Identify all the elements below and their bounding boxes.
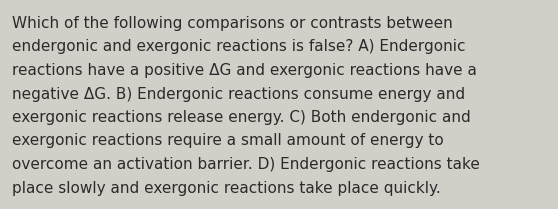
Text: negative ΔG. B) Endergonic reactions consume energy and: negative ΔG. B) Endergonic reactions con… (12, 87, 465, 102)
Text: exergonic reactions require a small amount of energy to: exergonic reactions require a small amou… (12, 134, 444, 149)
Text: place slowly and exergonic reactions take place quickly.: place slowly and exergonic reactions tak… (12, 181, 441, 195)
Text: endergonic and exergonic reactions is false? A) Endergonic: endergonic and exergonic reactions is fa… (12, 40, 465, 55)
Text: exergonic reactions release energy. C) Both endergonic and: exergonic reactions release energy. C) B… (12, 110, 471, 125)
Text: overcome an activation barrier. D) Endergonic reactions take: overcome an activation barrier. D) Ender… (12, 157, 480, 172)
Text: reactions have a positive ΔG and exergonic reactions have a: reactions have a positive ΔG and exergon… (12, 63, 477, 78)
Text: Which of the following comparisons or contrasts between: Which of the following comparisons or co… (12, 16, 453, 31)
